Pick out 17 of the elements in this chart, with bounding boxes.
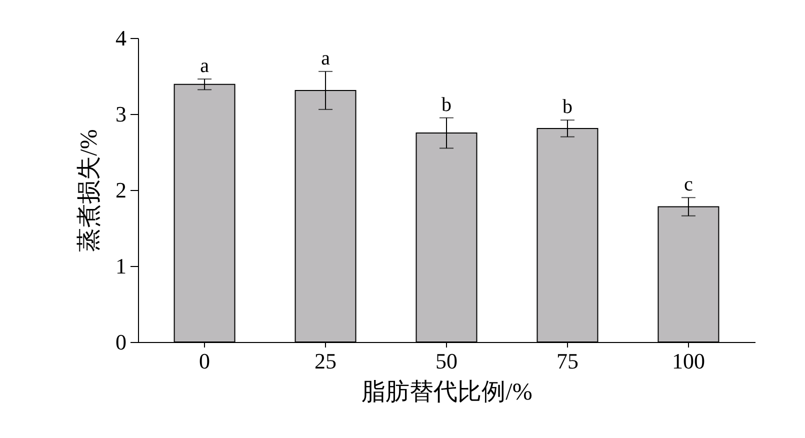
y-tick-label: 2 bbox=[116, 178, 126, 202]
x-tick-label: 25 bbox=[314, 348, 337, 374]
annotation: b bbox=[442, 94, 452, 116]
x-tick-label: 75 bbox=[556, 348, 578, 374]
y-tick-label: 1 bbox=[116, 254, 126, 278]
y-tick-label: 0 bbox=[116, 330, 126, 354]
annotation: b bbox=[562, 96, 572, 118]
x-tick-label: 50 bbox=[436, 348, 458, 374]
y-tick-label: 4 bbox=[116, 26, 126, 50]
annotation: c bbox=[684, 174, 694, 196]
y-tick-label: 3 bbox=[116, 102, 126, 126]
annotation: a bbox=[200, 55, 210, 78]
x-tick-label: 0 bbox=[199, 348, 210, 374]
annotation: a bbox=[321, 47, 330, 70]
x-axis-title: 脂肪替代比例/% bbox=[362, 380, 532, 406]
y-axis-title: 蒸煮损失/% bbox=[76, 129, 102, 252]
x-tick-label: 100 bbox=[672, 348, 705, 374]
